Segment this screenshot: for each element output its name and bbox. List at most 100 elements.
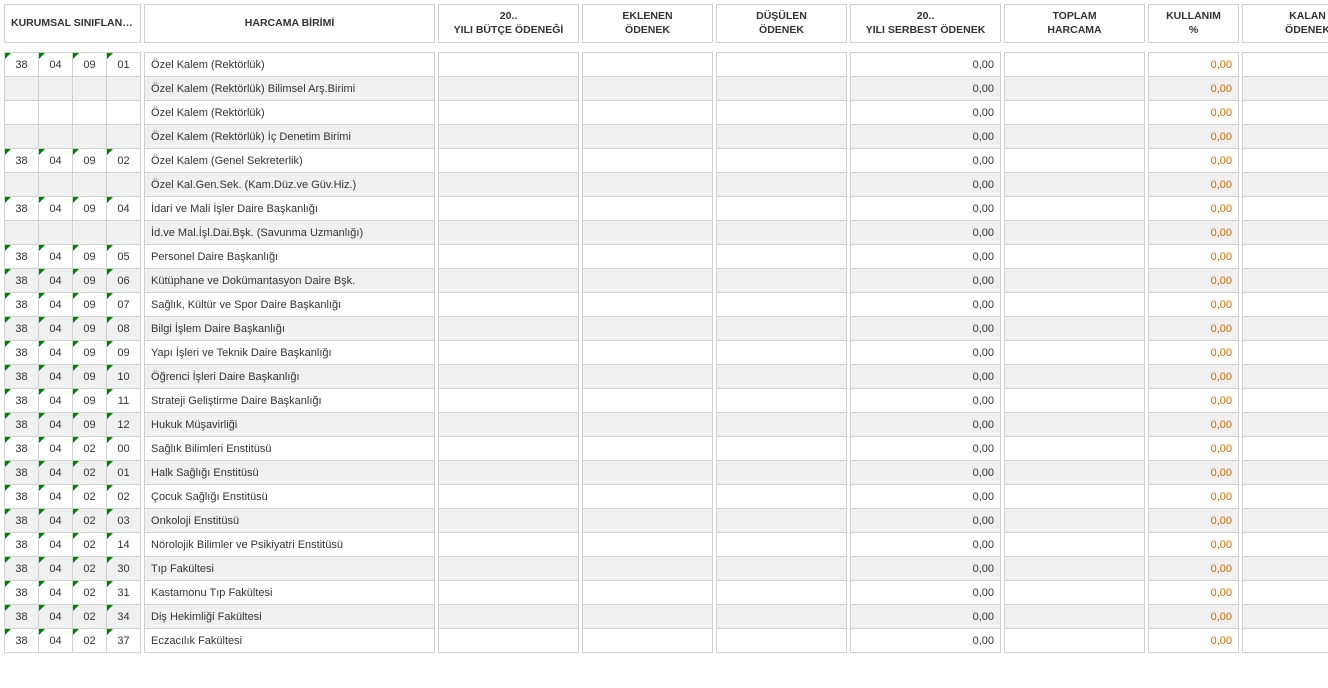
- cell-dropped[interactable]: [717, 53, 847, 77]
- cell-dropped[interactable]: [717, 485, 847, 509]
- cell-dropped[interactable]: [717, 125, 847, 149]
- code-cell-2[interactable]: [39, 173, 73, 197]
- code-cell-4[interactable]: [107, 221, 141, 245]
- code-cell-1[interactable]: 38: [5, 293, 39, 317]
- code-cell-3[interactable]: [73, 77, 107, 101]
- cell-spent[interactable]: [1005, 509, 1145, 533]
- cell-remaining[interactable]: [1243, 317, 1328, 341]
- cell-spent[interactable]: [1005, 53, 1145, 77]
- code-cell-3[interactable]: 09: [73, 389, 107, 413]
- cell-budget[interactable]: [439, 293, 579, 317]
- cell-dropped[interactable]: [717, 581, 847, 605]
- code-cell-2[interactable]: 04: [39, 509, 73, 533]
- unit-name[interactable]: Onkoloji Enstitüsü: [145, 509, 435, 533]
- code-cell-4[interactable]: 01: [107, 461, 141, 485]
- cell-usage[interactable]: 0,00: [1149, 173, 1239, 197]
- cell-usage[interactable]: 0,00: [1149, 101, 1239, 125]
- code-cell-2[interactable]: 04: [39, 317, 73, 341]
- cell-budget[interactable]: [439, 629, 579, 653]
- code-cell-1[interactable]: 38: [5, 461, 39, 485]
- code-cell-2[interactable]: 04: [39, 389, 73, 413]
- code-cell-1[interactable]: [5, 125, 39, 149]
- cell-spent[interactable]: [1005, 557, 1145, 581]
- cell-dropped[interactable]: [717, 221, 847, 245]
- cell-spent[interactable]: [1005, 389, 1145, 413]
- cell-spent[interactable]: [1005, 365, 1145, 389]
- cell-free[interactable]: 0,00: [851, 245, 1001, 269]
- code-cell-3[interactable]: 02: [73, 581, 107, 605]
- cell-spent[interactable]: [1005, 317, 1145, 341]
- cell-remaining[interactable]: [1243, 245, 1328, 269]
- cell-dropped[interactable]: [717, 173, 847, 197]
- unit-name[interactable]: İd.ve Mal.İşl.Dai.Bşk. (Savunma Uzmanlığ…: [145, 221, 435, 245]
- cell-free[interactable]: 0,00: [851, 173, 1001, 197]
- cell-dropped[interactable]: [717, 341, 847, 365]
- cell-usage[interactable]: 0,00: [1149, 293, 1239, 317]
- cell-remaining[interactable]: [1243, 197, 1328, 221]
- code-cell-2[interactable]: 04: [39, 53, 73, 77]
- cell-spent[interactable]: [1005, 461, 1145, 485]
- code-cell-2[interactable]: 04: [39, 293, 73, 317]
- cell-spent[interactable]: [1005, 245, 1145, 269]
- code-cell-2[interactable]: 04: [39, 533, 73, 557]
- cell-free[interactable]: 0,00: [851, 605, 1001, 629]
- cell-remaining[interactable]: [1243, 125, 1328, 149]
- cell-dropped[interactable]: [717, 533, 847, 557]
- cell-dropped[interactable]: [717, 245, 847, 269]
- cell-dropped[interactable]: [717, 509, 847, 533]
- unit-name[interactable]: Strateji Geliştirme Daire Başkanlığı: [145, 389, 435, 413]
- code-cell-1[interactable]: 38: [5, 341, 39, 365]
- cell-remaining[interactable]: [1243, 509, 1328, 533]
- cell-remaining[interactable]: [1243, 413, 1328, 437]
- cell-added[interactable]: [583, 485, 713, 509]
- unit-name[interactable]: Yapı İşleri ve Teknik Daire Başkanlığı: [145, 341, 435, 365]
- cell-free[interactable]: 0,00: [851, 197, 1001, 221]
- cell-spent[interactable]: [1005, 149, 1145, 173]
- cell-spent[interactable]: [1005, 173, 1145, 197]
- cell-added[interactable]: [583, 533, 713, 557]
- cell-remaining[interactable]: [1243, 485, 1328, 509]
- cell-remaining[interactable]: [1243, 605, 1328, 629]
- code-cell-2[interactable]: 04: [39, 437, 73, 461]
- code-cell-4[interactable]: 10: [107, 365, 141, 389]
- code-cell-4[interactable]: 12: [107, 413, 141, 437]
- unit-name[interactable]: Personel Daire Başkanlığı: [145, 245, 435, 269]
- cell-spent[interactable]: [1005, 101, 1145, 125]
- cell-spent[interactable]: [1005, 581, 1145, 605]
- code-cell-3[interactable]: 09: [73, 293, 107, 317]
- cell-remaining[interactable]: [1243, 461, 1328, 485]
- code-cell-2[interactable]: 04: [39, 605, 73, 629]
- code-cell-1[interactable]: 38: [5, 149, 39, 173]
- code-cell-1[interactable]: [5, 77, 39, 101]
- code-cell-3[interactable]: 09: [73, 365, 107, 389]
- cell-dropped[interactable]: [717, 293, 847, 317]
- cell-spent[interactable]: [1005, 77, 1145, 101]
- cell-budget[interactable]: [439, 365, 579, 389]
- cell-added[interactable]: [583, 101, 713, 125]
- code-cell-4[interactable]: [107, 173, 141, 197]
- cell-free[interactable]: 0,00: [851, 149, 1001, 173]
- cell-usage[interactable]: 0,00: [1149, 269, 1239, 293]
- cell-usage[interactable]: 0,00: [1149, 509, 1239, 533]
- cell-remaining[interactable]: [1243, 365, 1328, 389]
- cell-dropped[interactable]: [717, 365, 847, 389]
- code-cell-3[interactable]: 09: [73, 197, 107, 221]
- code-cell-2[interactable]: 04: [39, 149, 73, 173]
- unit-name[interactable]: Çocuk Sağlığı Enstitüsü: [145, 485, 435, 509]
- cell-budget[interactable]: [439, 533, 579, 557]
- code-cell-1[interactable]: 38: [5, 197, 39, 221]
- cell-budget[interactable]: [439, 557, 579, 581]
- cell-budget[interactable]: [439, 437, 579, 461]
- cell-budget[interactable]: [439, 221, 579, 245]
- cell-spent[interactable]: [1005, 221, 1145, 245]
- code-cell-4[interactable]: 04: [107, 197, 141, 221]
- cell-dropped[interactable]: [717, 461, 847, 485]
- code-cell-1[interactable]: 38: [5, 365, 39, 389]
- cell-spent[interactable]: [1005, 293, 1145, 317]
- cell-added[interactable]: [583, 605, 713, 629]
- cell-free[interactable]: 0,00: [851, 221, 1001, 245]
- unit-name[interactable]: Bilgi İşlem Daire Başkanlığı: [145, 317, 435, 341]
- code-cell-2[interactable]: 04: [39, 365, 73, 389]
- cell-usage[interactable]: 0,00: [1149, 389, 1239, 413]
- code-cell-1[interactable]: 38: [5, 557, 39, 581]
